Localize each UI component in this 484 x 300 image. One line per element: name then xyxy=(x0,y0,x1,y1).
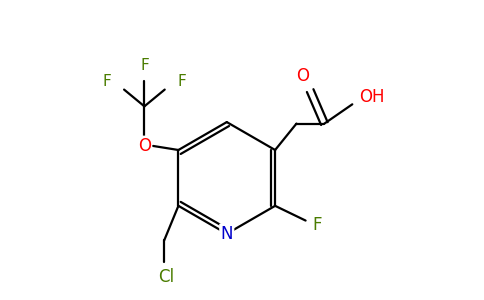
Text: F: F xyxy=(140,58,149,73)
Text: Cl: Cl xyxy=(158,268,174,286)
Text: O: O xyxy=(138,137,151,155)
Text: F: F xyxy=(178,74,186,89)
Text: OH: OH xyxy=(359,88,384,106)
Text: F: F xyxy=(103,74,111,89)
Text: F: F xyxy=(312,216,321,234)
Text: N: N xyxy=(221,225,233,243)
Text: O: O xyxy=(296,68,309,85)
